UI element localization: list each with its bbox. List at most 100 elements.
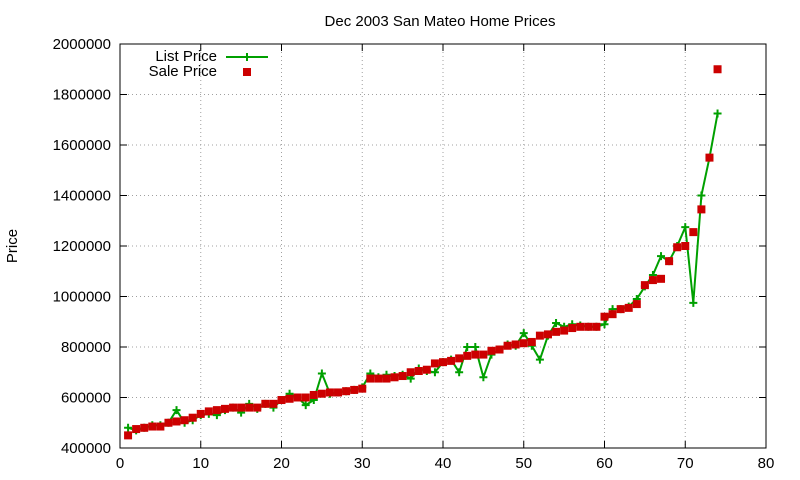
sale-price-point xyxy=(342,387,351,396)
x-tick-label: 30 xyxy=(354,455,371,472)
list-price-point xyxy=(317,369,326,378)
sale-price-point xyxy=(196,409,205,418)
sale-price-point xyxy=(552,327,561,336)
list-price-point xyxy=(463,343,472,351)
x-tick-label: 10 xyxy=(192,455,209,472)
sale-price-point xyxy=(632,300,641,309)
sale-price-point xyxy=(608,310,617,319)
sale-price-point xyxy=(430,359,439,368)
sale-price-point xyxy=(527,337,536,346)
list-price-point xyxy=(301,401,310,410)
sale-price-point xyxy=(640,281,649,290)
sale-price-point xyxy=(245,403,254,412)
sale-price-point xyxy=(301,393,310,402)
sale-price-point xyxy=(398,372,407,381)
sale-price-point xyxy=(148,422,157,431)
list-price-point xyxy=(455,368,464,377)
sale-price-point xyxy=(414,366,423,375)
sale-price-point xyxy=(713,65,722,74)
sale-price-point xyxy=(309,390,318,399)
sale-price-point xyxy=(406,368,415,377)
sale-price-point xyxy=(204,407,213,416)
legend-marker-sale-price xyxy=(243,68,251,76)
legend: List Price Sale Price xyxy=(149,48,268,80)
sale-price-point xyxy=(237,403,246,412)
sale-price-point xyxy=(503,341,512,350)
sale-price-point xyxy=(543,330,552,339)
y-tick-label: 1400000 xyxy=(53,188,111,205)
sale-price-point xyxy=(439,358,447,367)
list-price-point xyxy=(471,343,480,351)
list-price-point xyxy=(697,191,706,200)
sale-price-point xyxy=(140,423,149,432)
list-price-point xyxy=(519,329,528,338)
sale-price-point xyxy=(592,322,601,331)
sale-price-point xyxy=(535,331,544,340)
legend-label-list-price: List Price xyxy=(155,48,217,65)
sale-price-point xyxy=(285,394,294,403)
sale-price-point xyxy=(471,350,480,359)
legend-plus-icon xyxy=(243,53,251,61)
sale-price-point xyxy=(600,312,609,321)
x-tick-label: 70 xyxy=(677,455,694,472)
list-price-point xyxy=(124,423,133,432)
sale-price-point xyxy=(487,346,496,355)
sale-price-point xyxy=(681,242,690,250)
list-price-point xyxy=(172,406,181,415)
sale-price-point xyxy=(261,399,270,408)
legend-label-sale-price: Sale Price xyxy=(149,63,217,80)
sale-price-point xyxy=(584,322,593,331)
sale-price-point xyxy=(390,373,399,382)
sale-price-point xyxy=(422,365,431,374)
y-tick-label: 1000000 xyxy=(53,289,111,306)
sale-price-point xyxy=(479,350,488,359)
y-tick-label: 1800000 xyxy=(53,87,111,104)
sale-price-point xyxy=(253,403,262,412)
sale-price-point xyxy=(463,351,472,360)
sale-price-point xyxy=(624,303,633,312)
sale-price-point xyxy=(132,425,141,434)
sale-price-point xyxy=(172,417,181,426)
list-price-point xyxy=(713,109,722,118)
y-tick-label: 1600000 xyxy=(53,137,111,154)
y-tick-label: 2000000 xyxy=(53,36,111,53)
sale-price-point xyxy=(648,276,657,285)
x-tick-label: 50 xyxy=(515,455,532,472)
sale-price-point xyxy=(568,324,577,333)
list-price-point xyxy=(689,298,698,307)
sale-price-point xyxy=(317,389,326,398)
sale-price-point xyxy=(229,403,238,412)
sale-price-point xyxy=(293,393,302,402)
sale-price-point xyxy=(277,396,286,405)
sale-price-point xyxy=(350,385,359,394)
sale-price-point xyxy=(269,399,278,408)
sale-price-point xyxy=(576,322,585,331)
sale-price-point xyxy=(212,406,221,415)
sale-price-point xyxy=(705,153,714,162)
sale-price-point xyxy=(188,413,197,422)
list-price-point xyxy=(430,368,439,377)
list-price-point xyxy=(657,252,666,261)
sale-price-point xyxy=(697,205,706,214)
sale-price-point xyxy=(447,356,456,365)
sale-price-point xyxy=(519,339,528,348)
y-tick-label: 1200000 xyxy=(53,238,111,255)
sale-price-point xyxy=(616,305,625,314)
sale-price-point xyxy=(164,418,173,427)
grid xyxy=(120,44,766,448)
series-layer xyxy=(124,65,722,440)
sale-price-point xyxy=(382,374,391,383)
sale-price-point xyxy=(689,228,698,237)
sale-price-point xyxy=(511,340,520,349)
y-axis-label: Price xyxy=(4,229,21,263)
x-tick-label: 20 xyxy=(273,455,290,472)
x-tick-label: 40 xyxy=(435,455,452,472)
sale-price-point xyxy=(180,416,189,425)
sale-price-point xyxy=(334,388,343,397)
sale-price-point xyxy=(560,326,569,335)
sale-price-point xyxy=(657,274,666,283)
sale-price-point xyxy=(124,431,133,440)
sale-price-point xyxy=(358,384,367,393)
chart-title: Dec 2003 San Mateo Home Prices xyxy=(325,13,556,30)
